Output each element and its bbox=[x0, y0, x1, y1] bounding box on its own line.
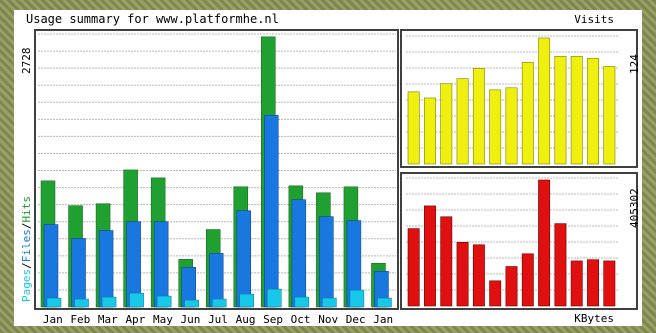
month-label: May bbox=[153, 313, 173, 326]
pages-bar bbox=[294, 296, 310, 308]
chart-panel: Usage summary for www.platformhe.nl 2728… bbox=[14, 10, 642, 326]
visits-bar bbox=[407, 91, 420, 165]
files-bar bbox=[264, 115, 279, 308]
files-bar bbox=[43, 224, 59, 308]
pages-bar bbox=[211, 298, 227, 308]
month-label: Dec bbox=[346, 313, 366, 326]
visits-bar bbox=[538, 37, 551, 165]
pages-bar bbox=[239, 293, 255, 308]
kbytes-bar bbox=[587, 259, 599, 307]
kbytes-bar bbox=[424, 205, 436, 307]
files-bar bbox=[98, 230, 114, 308]
kbytes-bar bbox=[538, 179, 551, 307]
pages-bar bbox=[377, 297, 392, 308]
usage-chart: Usage summary for www.platformhe.nl 2728… bbox=[20, 12, 641, 326]
visits-ymax-label: 124 bbox=[628, 54, 641, 74]
kbytes-bar bbox=[456, 241, 469, 307]
visits-bar bbox=[587, 58, 599, 165]
kbytes-legend: KBytes bbox=[574, 312, 614, 325]
month-label: Sep bbox=[263, 313, 283, 326]
month-label: Feb bbox=[70, 313, 90, 326]
visits-bar bbox=[424, 97, 436, 165]
visits-bar bbox=[489, 89, 502, 165]
pages-bar bbox=[267, 288, 282, 308]
kbytes-bar bbox=[407, 228, 420, 307]
legend-separator: / bbox=[20, 262, 33, 269]
month-label: Jun bbox=[181, 313, 201, 326]
visits-bar bbox=[554, 55, 567, 165]
visits-bar bbox=[456, 78, 469, 165]
kbytes-bar bbox=[472, 244, 485, 307]
month-label: Apr bbox=[125, 313, 145, 326]
month-labels: Jan Feb Mar Apr May Jun Jul Aug Sep Oct Nov Dec Jan bbox=[43, 313, 393, 326]
kbytes-bar bbox=[570, 260, 583, 307]
kbytes-chart-border bbox=[400, 172, 638, 310]
kbytes-bar bbox=[554, 223, 567, 307]
files-bar bbox=[153, 221, 169, 308]
legend-pages: Pages bbox=[20, 269, 33, 302]
kbytes-bar bbox=[440, 216, 453, 307]
main-ymax-label: 2728 bbox=[20, 48, 33, 75]
visits-bar bbox=[472, 68, 485, 165]
pages-bar bbox=[184, 299, 199, 308]
month-label: Mar bbox=[98, 313, 118, 326]
legend-files: Files bbox=[20, 229, 33, 262]
pages-bar bbox=[101, 296, 117, 308]
pages-bar bbox=[322, 297, 337, 308]
month-label: Jan bbox=[43, 313, 63, 326]
kbytes-bar bbox=[521, 253, 534, 307]
pages-bar bbox=[74, 298, 89, 308]
visits-bar bbox=[603, 66, 616, 165]
month-label: Oct bbox=[291, 313, 311, 326]
legend-separator: / bbox=[20, 223, 33, 230]
kbytes-bars bbox=[407, 179, 616, 307]
chart-title: Usage summary for www.platformhe.nl bbox=[26, 12, 279, 26]
month-label: Jan bbox=[373, 313, 393, 326]
files-bar bbox=[71, 238, 86, 308]
month-label: Jul bbox=[208, 313, 228, 326]
pages-bar bbox=[46, 297, 62, 308]
pages-bar bbox=[156, 295, 172, 308]
main-chart-border bbox=[34, 29, 399, 310]
files-bar bbox=[319, 216, 334, 308]
kbytes-bar bbox=[489, 280, 502, 307]
main-legend: Pages/Files/Hits bbox=[20, 196, 33, 302]
files-bar bbox=[236, 210, 252, 308]
visits-bar bbox=[570, 55, 583, 165]
visits-legend: Visits bbox=[574, 13, 614, 26]
pages-bar bbox=[349, 289, 365, 308]
visits-bar bbox=[440, 83, 453, 165]
visits-chart-border bbox=[400, 29, 638, 168]
legend-hits: Hits bbox=[20, 196, 33, 223]
kbytes-ymax-label: 405302 bbox=[628, 188, 641, 228]
month-label: Aug bbox=[236, 313, 256, 326]
month-label: Nov bbox=[318, 313, 338, 326]
kbytes-bar bbox=[505, 266, 518, 307]
pages-bar bbox=[129, 292, 144, 308]
kbytes-bar bbox=[603, 260, 616, 307]
visits-bar bbox=[505, 87, 518, 165]
visits-bar bbox=[521, 62, 534, 165]
visits-bars bbox=[407, 37, 616, 165]
files-bar bbox=[291, 199, 307, 308]
main-bars bbox=[40, 36, 392, 308]
